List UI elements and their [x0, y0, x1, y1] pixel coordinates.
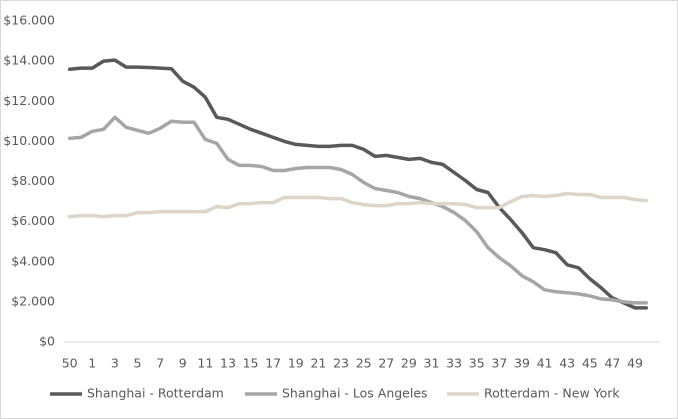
x-tick-label: 15 [243, 356, 259, 371]
x-tick-label: 31 [424, 356, 440, 371]
x-tick-label: 11 [197, 356, 213, 371]
series-line [67, 115, 649, 305]
legend-label: Shanghai - Rotterdam [87, 386, 224, 401]
x-tick-label: 17 [265, 356, 281, 371]
series-line [67, 191, 649, 219]
x-tick-label: 33 [446, 356, 462, 371]
x-tick-label: 9 [179, 356, 187, 371]
x-tick-label: 3 [111, 356, 119, 371]
x-tick-label: 35 [469, 356, 485, 371]
y-tick-label: $4.000 [11, 253, 55, 268]
legend-label: Rotterdam - New York [484, 386, 620, 401]
x-tick-label: 47 [604, 356, 620, 371]
x-tick-label: 19 [288, 356, 304, 371]
x-tick-label: 29 [401, 356, 417, 371]
legend-label: Shanghai - Los Angeles [282, 386, 428, 401]
y-tick-label: $16.000 [3, 13, 55, 28]
x-tick-label: 25 [356, 356, 372, 371]
x-tick-label: 41 [537, 356, 553, 371]
y-tick-label: $12.000 [3, 93, 55, 108]
series-line [67, 58, 649, 310]
x-tick-label: 49 [627, 356, 643, 371]
x-tick-label: 50 [62, 356, 78, 371]
y-tick-label: $14.000 [3, 53, 55, 68]
x-tick-label: 39 [514, 356, 530, 371]
x-tick-label: 13 [220, 356, 236, 371]
x-tick-label: 27 [378, 356, 394, 371]
x-tick-label: 21 [310, 356, 326, 371]
x-tick-label: 45 [582, 356, 598, 371]
x-tick-label: 1 [88, 356, 96, 371]
y-tick-label: $10.000 [3, 133, 55, 148]
y-tick-label: $6.000 [11, 213, 55, 228]
x-tick-label: 43 [559, 356, 575, 371]
y-tick-label: $0 [39, 334, 55, 349]
y-tick-label: $2.000 [11, 293, 55, 308]
x-tick-label: 5 [134, 356, 142, 371]
x-tick-label: 23 [333, 356, 349, 371]
x-tick-label: 37 [491, 356, 507, 371]
x-tick-label: 7 [156, 356, 164, 371]
y-tick-label: $8.000 [11, 173, 55, 188]
